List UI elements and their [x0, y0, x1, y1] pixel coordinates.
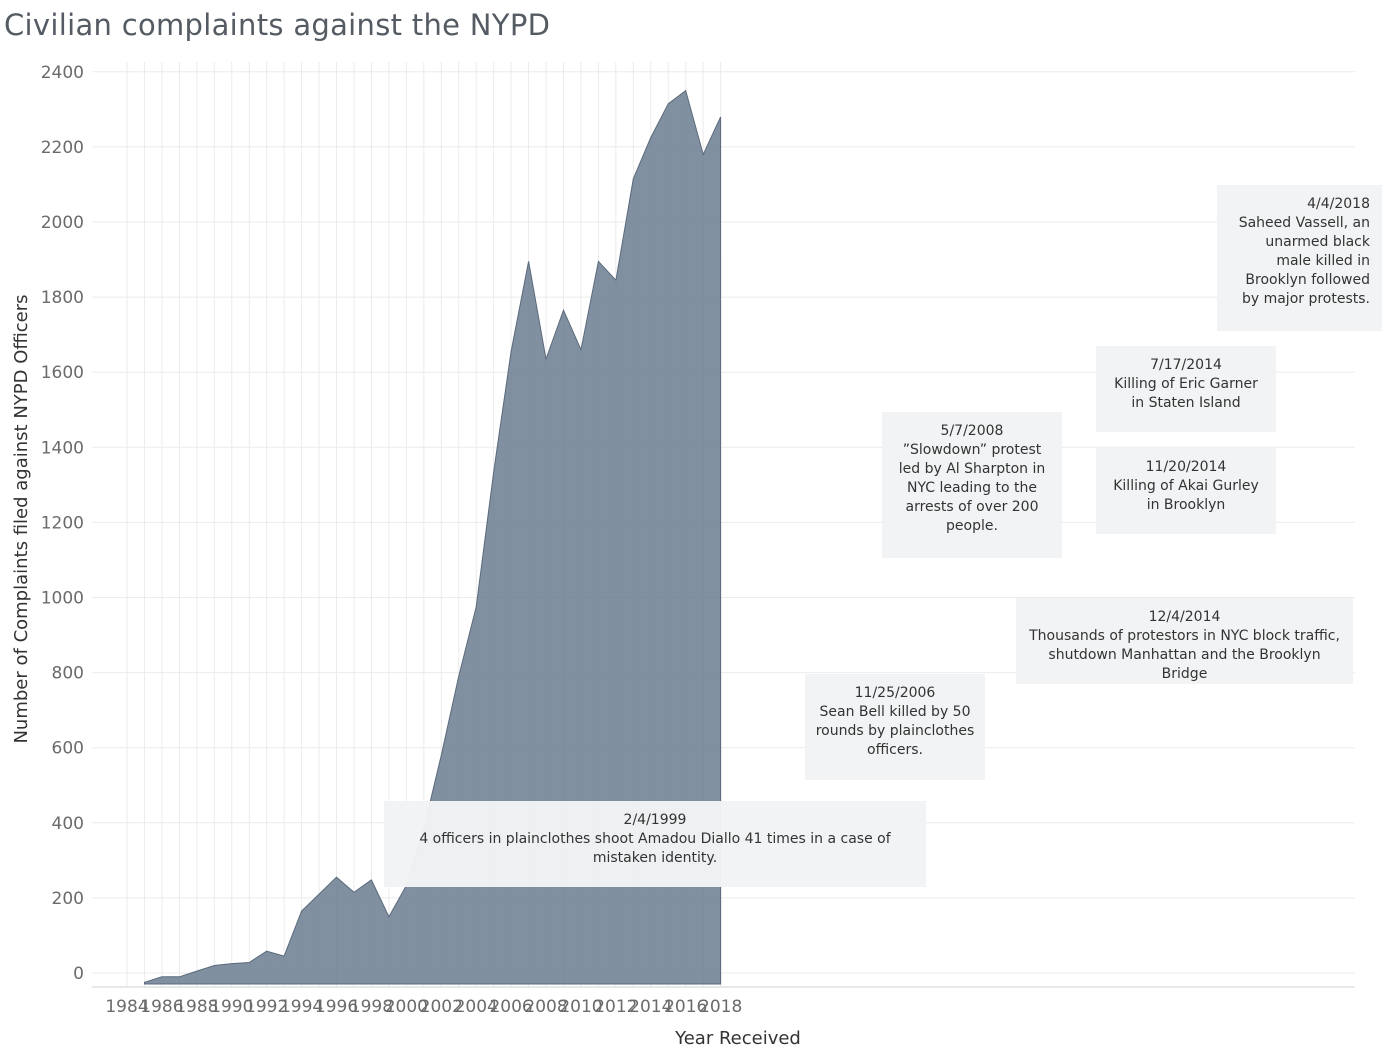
- data-point[interactable]: [315, 890, 323, 898]
- y-tick-label: 1200: [41, 513, 84, 533]
- x-tick-label: 2000: [385, 997, 428, 1017]
- x-tick-label: 2008: [524, 997, 567, 1017]
- y-tick-label: 200: [52, 889, 84, 909]
- annotation-text: Saheed Vassell, an unarmed black male ki…: [1238, 215, 1370, 307]
- annotation-date: 12/4/2014: [1148, 609, 1221, 625]
- y-tick-label: 2400: [41, 63, 84, 83]
- data-point[interactable]: [298, 907, 306, 915]
- data-point[interactable]: [490, 468, 498, 476]
- y-tick-label: 1600: [41, 363, 84, 383]
- annotation-text: Killing of Eric Garner in Staten Island: [1114, 376, 1258, 411]
- annotation-akai-gurley: 11/20/2014 Killing of Akai Gurley in Bro…: [1096, 448, 1276, 534]
- data-point[interactable]: [210, 962, 218, 970]
- data-point[interactable]: [437, 751, 445, 759]
- data-point[interactable]: [385, 913, 393, 921]
- annotation-diallo: 2/4/1999 4 officers in plainclothes shoo…: [384, 801, 926, 887]
- y-tick-label: 400: [52, 814, 84, 834]
- y-tick-label: 0: [73, 964, 84, 984]
- data-point[interactable]: [245, 959, 253, 967]
- x-axis-title: Year Received: [674, 1028, 801, 1049]
- x-tick-label: 2016: [664, 997, 707, 1017]
- annotation-slowdown: 5/7/2008 ”Slowdown” protest led by Al Sh…: [882, 412, 1062, 558]
- data-point[interactable]: [141, 978, 149, 986]
- data-point[interactable]: [263, 947, 271, 955]
- annotation-text: Killing of Akai Gurley in Brooklyn: [1113, 478, 1259, 513]
- data-point[interactable]: [455, 672, 463, 680]
- data-point[interactable]: [350, 888, 358, 896]
- data-point[interactable]: [472, 603, 480, 611]
- data-point[interactable]: [158, 973, 166, 981]
- data-point[interactable]: [664, 100, 672, 108]
- data-point[interactable]: [525, 257, 533, 265]
- annotation-date: 4/4/2018: [1307, 196, 1370, 212]
- data-point[interactable]: [612, 276, 620, 284]
- annotation-text: Thousands of protestors in NYC block tra…: [1029, 628, 1340, 682]
- data-point[interactable]: [682, 87, 690, 95]
- x-tick-label: 1988: [175, 997, 218, 1017]
- x-tick-label: 2004: [455, 997, 498, 1017]
- x-tick-label: 1998: [350, 997, 393, 1017]
- data-point[interactable]: [647, 134, 655, 142]
- annotation-eric-garner: 7/17/2014 Killing of Eric Garner in Stat…: [1096, 346, 1276, 432]
- y-axis-title: Number of Complaints filed against NYPD …: [11, 294, 32, 743]
- annotation-date: 5/7/2008: [940, 423, 1004, 439]
- x-tick-label: 1994: [280, 997, 323, 1017]
- annotation-date: 11/25/2006: [854, 685, 936, 701]
- data-point[interactable]: [367, 876, 375, 884]
- y-tick-label: 2200: [41, 138, 84, 158]
- y-tick-label: 1000: [41, 589, 84, 609]
- data-point[interactable]: [699, 150, 707, 158]
- annotation-date: 2/4/1999: [623, 812, 687, 828]
- data-point[interactable]: [193, 967, 201, 975]
- y-tick-label: 1800: [41, 288, 84, 308]
- data-point[interactable]: [175, 973, 183, 981]
- data-point[interactable]: [560, 306, 568, 314]
- x-tick-label: 2006: [489, 997, 532, 1017]
- complaints-area[interactable]: [141, 87, 725, 987]
- data-point[interactable]: [507, 348, 515, 356]
- x-tick-label: 1990: [210, 997, 253, 1017]
- annotation-saheed-vassell: 4/4/2018 Saheed Vassell, an unarmed blac…: [1217, 185, 1382, 331]
- annotation-brooklyn-bridge: 12/4/2014 Thousands of protestors in NYC…: [1016, 598, 1353, 684]
- data-point[interactable]: [280, 952, 288, 960]
- x-tick-label: 2002: [420, 997, 463, 1017]
- annotation-text: ”Slowdown” protest led by Al Sharpton in…: [898, 442, 1046, 534]
- area-fill[interactable]: [143, 89, 722, 985]
- y-tick-label: 800: [52, 664, 84, 684]
- annotation-sean-bell: 11/25/2006 Sean Bell killed by 50 rounds…: [805, 674, 985, 780]
- x-tick-label: 1996: [315, 997, 358, 1017]
- annotation-date: 11/20/2014: [1145, 459, 1227, 475]
- x-tick-label: 2010: [559, 997, 602, 1017]
- annotation-date: 7/17/2014: [1150, 357, 1222, 373]
- y-tick-label: 600: [52, 739, 84, 759]
- data-point[interactable]: [629, 175, 637, 183]
- annotation-text: Sean Bell killed by 50 rounds by plaincl…: [815, 704, 975, 758]
- chart-title: Civilian complaints against the NYPD: [4, 8, 551, 42]
- x-tick-label: 2014: [629, 997, 672, 1017]
- data-point[interactable]: [577, 346, 585, 354]
- y-tick-label: 2000: [41, 213, 84, 233]
- data-point[interactable]: [594, 257, 602, 265]
- x-tick-label: 1984: [105, 997, 148, 1017]
- annotation-text: 4 officers in plainclothes shoot Amadou …: [419, 831, 891, 866]
- data-point[interactable]: [542, 355, 550, 363]
- data-point[interactable]: [717, 113, 725, 121]
- y-tick-label: 1400: [41, 438, 84, 458]
- x-tick-label: 2012: [594, 997, 637, 1017]
- x-tick-label: 2018: [699, 997, 742, 1017]
- data-point[interactable]: [228, 960, 236, 968]
- x-tick-labels: 1984198619881990199219941996199820002002…: [105, 997, 742, 1017]
- y-tick-labels: 0 200 400 600 800 1000 1200 1400 1600 1800 2000 220…: [41, 63, 84, 984]
- data-point[interactable]: [333, 873, 341, 881]
- x-tick-label: 1986: [140, 997, 183, 1017]
- x-tick-label: 1992: [245, 997, 288, 1017]
